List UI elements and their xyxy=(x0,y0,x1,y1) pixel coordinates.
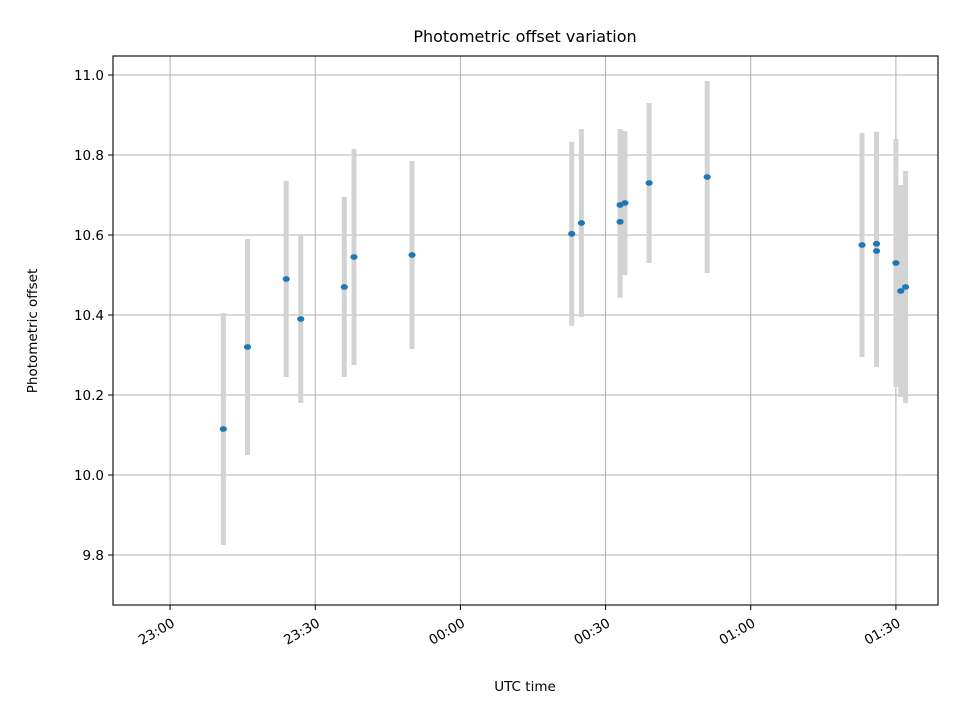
y-tick-label: 10.0 xyxy=(74,468,104,484)
y-axis-label: Photometric offset xyxy=(25,269,41,393)
y-axis-ticks: 9.8 10.0 10.2 10.4 10.6 10.8 11.0 xyxy=(74,68,113,564)
data-point xyxy=(297,316,305,322)
y-tick-label: 10.8 xyxy=(74,148,104,164)
data-point xyxy=(350,254,358,260)
data-point xyxy=(703,174,711,180)
data-point xyxy=(858,242,866,248)
x-axis-label: UTC time xyxy=(494,679,556,695)
data-point xyxy=(621,200,629,206)
chart-title: Photometric offset variation xyxy=(413,27,636,46)
data-point xyxy=(645,180,653,186)
y-tick-label: 11.0 xyxy=(74,68,104,84)
y-tick-label: 9.8 xyxy=(83,548,104,564)
data-point xyxy=(568,230,576,237)
data-point xyxy=(282,276,290,282)
data-point xyxy=(616,218,624,225)
data-point xyxy=(892,260,900,266)
y-tick-label: 10.2 xyxy=(74,388,104,404)
plot-frame xyxy=(112,55,939,606)
data-point xyxy=(577,220,585,226)
data-point xyxy=(243,344,252,350)
data-point xyxy=(219,426,227,432)
data-point xyxy=(408,252,416,258)
data-point xyxy=(340,284,348,290)
grid-lines xyxy=(113,56,938,605)
plot-area xyxy=(113,56,938,605)
data-point xyxy=(872,240,881,247)
data-points xyxy=(219,174,910,432)
y-tick-label: 10.6 xyxy=(74,228,104,244)
data-point xyxy=(872,248,881,254)
y-tick-label: 10.4 xyxy=(74,308,104,324)
data-point xyxy=(901,284,910,290)
data-point xyxy=(897,288,905,294)
